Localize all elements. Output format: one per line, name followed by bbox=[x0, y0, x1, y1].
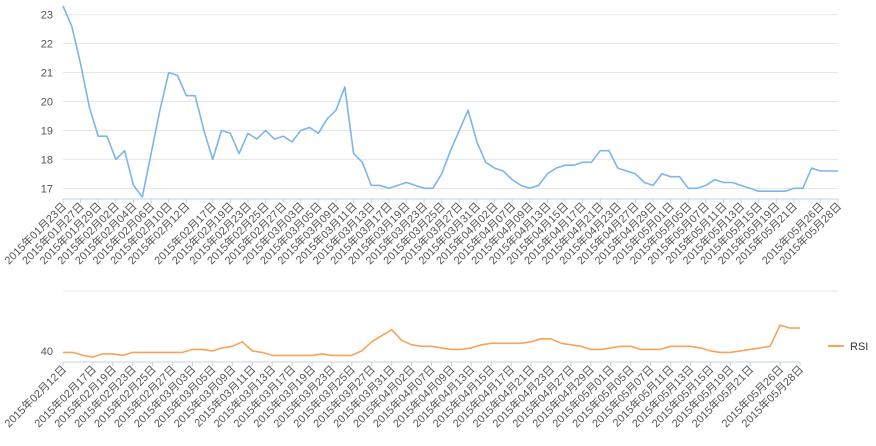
y-tick-label: 21 bbox=[41, 68, 53, 80]
legend[interactable]: RSI bbox=[828, 341, 868, 353]
y-tick-label: 40 bbox=[41, 346, 53, 358]
price-panel: 171819202122232015年01月23日2015年01月27日2015… bbox=[1, 5, 844, 267]
rsi-panel: 402015年02月12日2015年02月17日2015年02月19日2015年… bbox=[1, 324, 806, 430]
y-tick-label: 18 bbox=[41, 154, 53, 166]
y-tick-label: 17 bbox=[41, 183, 53, 195]
y-tick-label: 19 bbox=[41, 125, 53, 137]
legend-label: RSI bbox=[850, 341, 868, 353]
price-series-line[interactable] bbox=[62, 5, 838, 198]
rsi-series-line[interactable] bbox=[63, 324, 800, 358]
y-tick-label: 20 bbox=[41, 97, 53, 109]
y-tick-label: 22 bbox=[41, 39, 53, 51]
y-tick-label: 23 bbox=[41, 10, 53, 22]
